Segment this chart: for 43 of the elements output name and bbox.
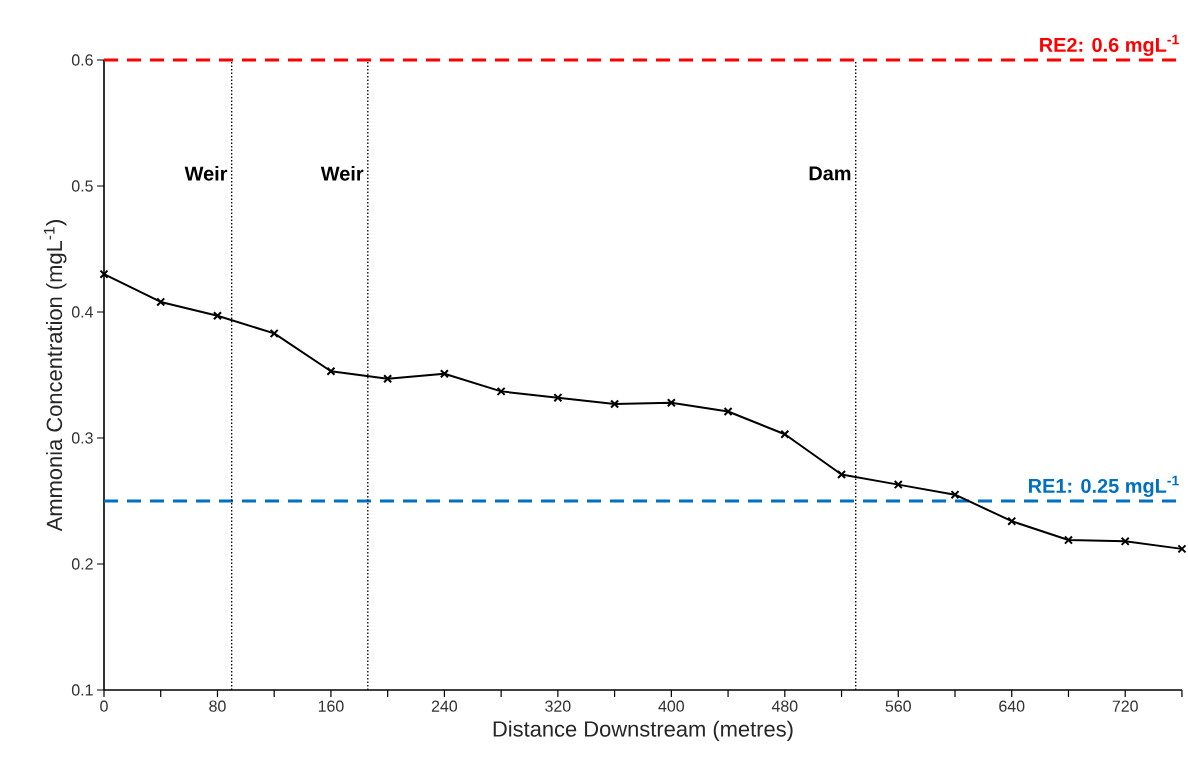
x-tick-label: 160 (318, 700, 344, 712)
y-tick-label: 0.1 (71, 684, 93, 696)
x-tick-label: 480 (771, 700, 798, 712)
point (893, 480, 903, 490)
ref-line-label: RE2: 0.6 mgL$^{-1}$ (1040, 34, 1179, 57)
y-tick-label: 0.4 (71, 306, 94, 318)
point (99, 269, 109, 279)
point (950, 490, 960, 500)
y-tick-label: 0.3 (71, 432, 93, 444)
point (269, 328, 279, 338)
point (1120, 536, 1130, 546)
point (553, 393, 563, 403)
x-tick-label: 560 (885, 700, 911, 712)
x-tick-label: 720 (1112, 700, 1138, 712)
ref-line-label: RE1: 0.25 mgL$^{-1}$ (1029, 475, 1179, 498)
ref-line-label: Weir (320, 166, 364, 181)
y-axis-title: Ammonia Concentration (mgL$^{-1}$) (43, 220, 67, 532)
ref-line-label: Weir (184, 166, 228, 181)
y-tick-label: 0.6 (71, 54, 93, 66)
x-tick-label: 400 (658, 700, 684, 712)
x-axis-title: Distance Downstream (metres) (493, 720, 793, 742)
x-tick-label: 0 (100, 700, 108, 712)
point (1063, 535, 1074, 545)
ref-line-label: Dam (809, 166, 851, 181)
x-tick-label: 640 (999, 700, 1025, 712)
point (156, 297, 166, 307)
point (212, 311, 222, 321)
point (610, 399, 620, 409)
point (780, 429, 790, 439)
point (1177, 544, 1187, 554)
y-tick-label: 0.5 (71, 180, 93, 192)
point (837, 470, 847, 480)
point (383, 374, 393, 384)
x-tick-label: 80 (209, 700, 226, 712)
point (439, 369, 449, 379)
point (496, 386, 506, 396)
x-tick-label: 320 (545, 700, 571, 712)
point (666, 398, 676, 408)
y-tick-label: 0.2 (71, 558, 93, 570)
point (1007, 516, 1017, 526)
point (723, 407, 733, 417)
point (326, 366, 336, 376)
x-tick-label: 240 (431, 700, 458, 712)
